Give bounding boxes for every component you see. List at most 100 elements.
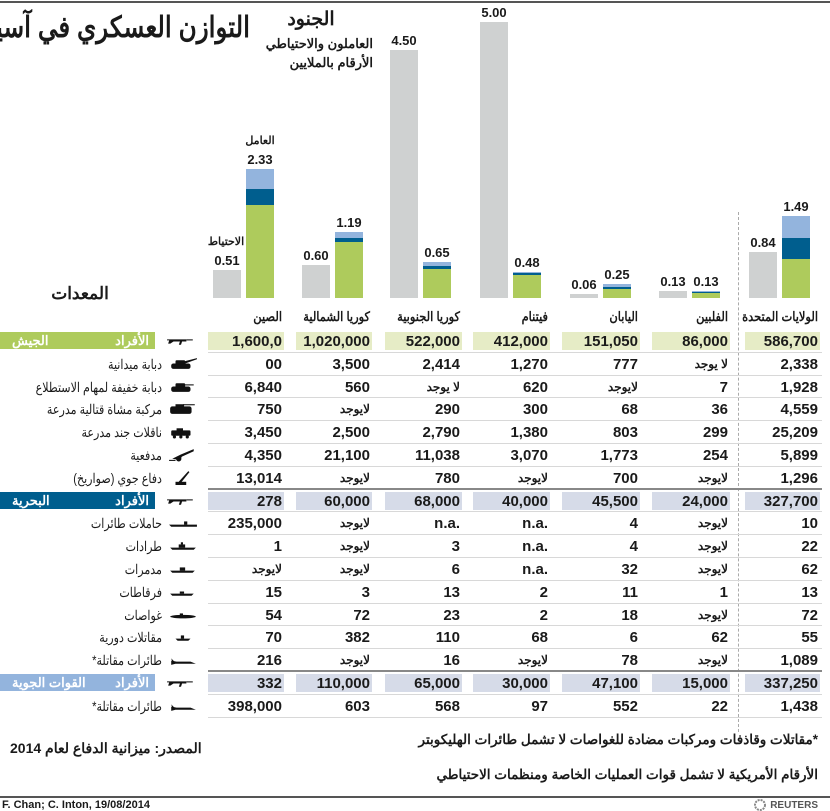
equipment-value: 62 xyxy=(801,561,818,578)
equipment-value: 11 xyxy=(622,583,638,601)
row-divider xyxy=(208,557,822,558)
equipment-value: 3 xyxy=(361,583,370,601)
reserve-value-label: 0.60 xyxy=(303,247,329,263)
source: المصدر: ميزانية الدفاع لعام 2014 xyxy=(10,740,202,756)
equipment-value: 55 xyxy=(801,629,818,647)
country-header: الفلبين xyxy=(696,309,728,324)
active-bar-air-segment xyxy=(692,290,720,292)
personnel-value: 110,000 xyxy=(316,675,370,692)
category-bar-navy: الأفراد البحرية xyxy=(0,491,155,509)
equipment-value: 22 xyxy=(711,697,728,715)
equipment-value: 13 xyxy=(801,583,818,601)
equipment-value: 398,000 xyxy=(227,697,282,715)
equipment-value: 750 xyxy=(256,401,282,419)
branch-label: القوات الجوية xyxy=(12,675,86,690)
reserve-value-label: 0.13 xyxy=(660,273,686,289)
category-bar-army: الأفراد الجيش xyxy=(0,332,155,349)
personnel-value: 278 xyxy=(256,492,282,510)
equipment-value: لايوجد xyxy=(339,562,370,576)
country-header: الولايات المتحدة xyxy=(742,309,818,324)
equipment-value: 54 xyxy=(265,606,282,624)
active-value-label: 2.33 xyxy=(247,152,273,168)
equipment-value: 2,500 xyxy=(332,424,370,442)
frigate-icon xyxy=(168,584,198,604)
troops-title: الجنود xyxy=(287,9,335,30)
active-bar-air-segment xyxy=(513,271,541,274)
section-divider xyxy=(208,670,822,672)
personnel-cell-bg xyxy=(208,332,284,350)
equipment-value: 6 xyxy=(451,561,460,578)
troops-subtitle: العاملون والاحتياطي xyxy=(265,36,373,51)
reserve-value-label: 0.84 xyxy=(750,234,776,250)
light-tank-icon xyxy=(168,379,198,399)
row-divider xyxy=(208,397,822,399)
tank-icon xyxy=(168,356,198,376)
reserve-bar xyxy=(213,269,241,298)
country-header: كوريا الجنوبية xyxy=(397,309,460,324)
equipment-value: n.a. xyxy=(522,515,548,533)
personnel-cell-bg xyxy=(745,491,820,510)
active-value-label: 0.13 xyxy=(693,273,719,289)
personnel-value: 45,500 xyxy=(592,492,638,510)
cruiser-icon xyxy=(168,538,198,558)
personnel-label: الأفراد xyxy=(115,333,149,348)
rifle-icon xyxy=(166,494,196,514)
troops-units: الأرقام بالملايين xyxy=(289,55,373,70)
equipment-value: لايوجد xyxy=(697,470,728,485)
active-bar-navy-segment xyxy=(335,238,363,242)
personnel-value: 1,600,0 xyxy=(231,333,282,350)
equipment-value: لا يوجد xyxy=(426,379,460,394)
personnel-value: 412,000 xyxy=(493,333,548,350)
equipment-value: 21,100 xyxy=(324,447,370,464)
equipment-value: 300 xyxy=(522,401,548,419)
equipment-value: 6 xyxy=(629,629,638,647)
reuters-dots-icon xyxy=(754,799,767,811)
equipment-value: 16 xyxy=(443,652,460,670)
equipment-value: 25,209 xyxy=(772,424,818,442)
equipment-value: 235,000 xyxy=(227,515,282,533)
equipment-value: 110 xyxy=(435,629,460,647)
active-bar-army-segment xyxy=(692,293,720,298)
row-divider xyxy=(208,602,822,604)
active-value-label: 1.19 xyxy=(336,215,362,231)
personnel-value: 60,000 xyxy=(324,492,370,510)
equipment-value: 4 xyxy=(629,538,638,556)
personnel-value: 522,000 xyxy=(405,333,460,350)
equipment-label: فرقاطات xyxy=(119,584,162,600)
equipment-value: 700 xyxy=(612,469,638,487)
carrier-icon xyxy=(168,515,198,535)
fighter-jet-icon xyxy=(168,698,198,718)
personnel-cell-bg xyxy=(385,674,462,692)
equipment-label: طائرات مقاتلة* xyxy=(92,698,162,714)
equipment-value: 00 xyxy=(265,355,282,373)
equipment-value: لايوجد xyxy=(339,539,370,554)
equipment-value: 620 xyxy=(522,378,548,396)
active-value-label: 0.65 xyxy=(424,245,450,261)
equipment-value: 382 xyxy=(344,629,370,647)
equipment-value: 4 xyxy=(629,515,638,533)
active-bar-army-segment xyxy=(246,204,274,298)
equipment-value: 1,773 xyxy=(600,447,638,464)
equipment-value: n.a. xyxy=(434,515,460,533)
equipment-value: لايوجد xyxy=(697,607,728,622)
equipment-value: 7 xyxy=(719,378,728,396)
artillery-icon xyxy=(168,447,198,467)
row-divider xyxy=(208,625,822,627)
equipment-value: 1,928 xyxy=(780,378,818,396)
personnel-value: 24,000 xyxy=(682,492,728,510)
equipment-value: 3 xyxy=(451,538,460,556)
row-divider xyxy=(208,511,822,513)
equipment-value: 1 xyxy=(273,538,282,556)
personnel-cell-bg xyxy=(562,332,640,350)
reuters-logo: REUTERS xyxy=(754,799,818,811)
section-divider xyxy=(208,487,822,490)
equipment-value: 2,414 xyxy=(422,355,460,373)
reserve-bar xyxy=(570,294,598,298)
equipment-value: 2,338 xyxy=(780,355,818,373)
equipment-value: 13 xyxy=(443,583,460,601)
personnel-cell-bg xyxy=(473,491,550,510)
personnel-cell-bg xyxy=(473,674,550,692)
us-note: الأرقام الأمريكية لا تشمل قوات العمليات … xyxy=(436,767,819,782)
active-bar-air-segment xyxy=(782,215,810,238)
top-rule xyxy=(0,1,830,3)
